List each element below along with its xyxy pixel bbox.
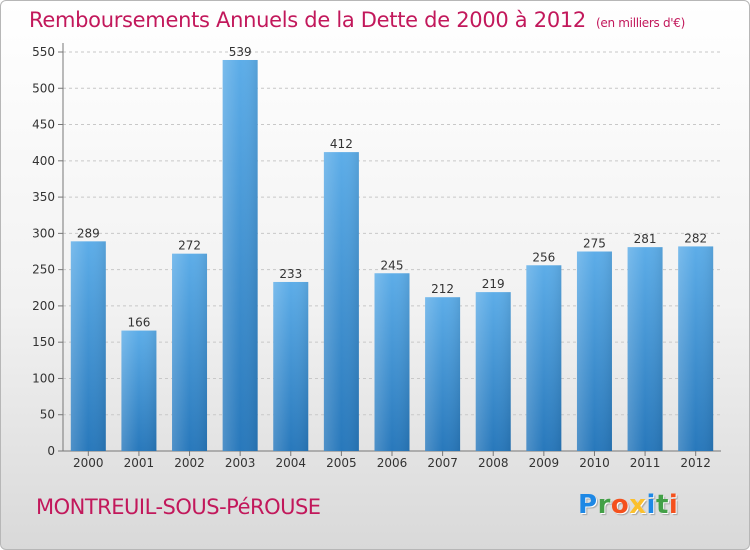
x-tick-label: 2012 [680, 456, 711, 470]
y-tick-label: 250 [32, 263, 55, 277]
y-tick-label: 0 [47, 444, 55, 458]
bar-value-label: 219 [482, 277, 505, 291]
y-tick-label: 500 [32, 81, 55, 95]
x-tick-label: 2001 [124, 456, 155, 470]
bar-value-label: 245 [381, 258, 404, 272]
x-tick-label: 2002 [174, 456, 205, 470]
x-tick-label: 2005 [326, 456, 357, 470]
bar-value-label: 233 [279, 267, 302, 281]
bar-highlight [172, 253, 208, 451]
bar-value-label: 289 [77, 226, 100, 240]
commune-name: MONTREUIL-SOUS-PéROUSE [36, 495, 321, 519]
bar-highlight [425, 297, 461, 451]
y-tick-label: 550 [32, 45, 55, 59]
logo-letter: t [655, 490, 669, 520]
bar-value-label: 272 [178, 239, 201, 253]
bar-value-label: 256 [532, 250, 555, 264]
bar-value-label: 275 [583, 237, 606, 251]
y-tick-label: 300 [32, 226, 55, 240]
x-tick-label: 2003 [225, 456, 256, 470]
bar-highlight [323, 152, 359, 451]
x-tick-label: 2011 [630, 456, 661, 470]
bar-highlight [678, 246, 714, 451]
bar-highlight [374, 273, 410, 451]
x-tick-label: 2006 [377, 456, 408, 470]
logo-letter: i [668, 490, 679, 520]
logo-letter: o [610, 490, 630, 520]
x-tick-label: 2004 [275, 456, 306, 470]
x-tick-label: 2007 [427, 456, 458, 470]
value-labels: 289 166 272 539 233 412 245 212 219 256 275 281 282 [77, 45, 707, 330]
bar-highlight [70, 241, 106, 451]
unit-label: (en milliers d'€) [596, 16, 686, 30]
proxiti-logo[interactable]: Proxiti [578, 490, 678, 520]
y-tick-label: 100 [32, 371, 55, 385]
bar-highlight [526, 265, 562, 451]
x-tick-label: 2010 [579, 456, 610, 470]
bar-highlight [273, 281, 309, 451]
bar-value-label: 282 [684, 231, 707, 245]
logo-letter: P [578, 490, 598, 520]
bar-highlight [222, 59, 258, 451]
chart-title: Remboursements Annuels de la Dette de 20… [29, 8, 685, 32]
bar-highlight [576, 251, 612, 451]
title-text: Remboursements Annuels de la Dette de 20… [29, 8, 586, 32]
logo-letter: i [646, 490, 656, 520]
bar-value-label: 166 [127, 316, 150, 330]
bar-highlight [627, 247, 663, 451]
axes: 0 50 100 150 200 250 300 350 400 450 500 550 2000 200… [32, 43, 721, 470]
y-tick-label: 350 [32, 190, 55, 204]
bar-value-label: 281 [634, 232, 657, 246]
x-tick-label: 2009 [529, 456, 560, 470]
y-tick-label: 450 [32, 118, 55, 132]
bar-value-label: 539 [229, 45, 252, 59]
bar-highlight [121, 330, 157, 451]
y-tick-label: 400 [32, 154, 55, 168]
y-tick-label: 200 [32, 299, 55, 313]
bars [70, 59, 714, 451]
logo-letter: r [597, 490, 611, 520]
bar-highlight [475, 292, 511, 451]
bar-value-label: 412 [330, 137, 353, 151]
x-tick-label: 2000 [73, 456, 104, 470]
y-tick-label: 150 [32, 335, 55, 349]
x-tick-label: 2008 [478, 456, 509, 470]
bar-value-label: 212 [431, 282, 454, 296]
logo-letter: x [629, 490, 647, 520]
y-tick-label: 50 [40, 408, 55, 422]
